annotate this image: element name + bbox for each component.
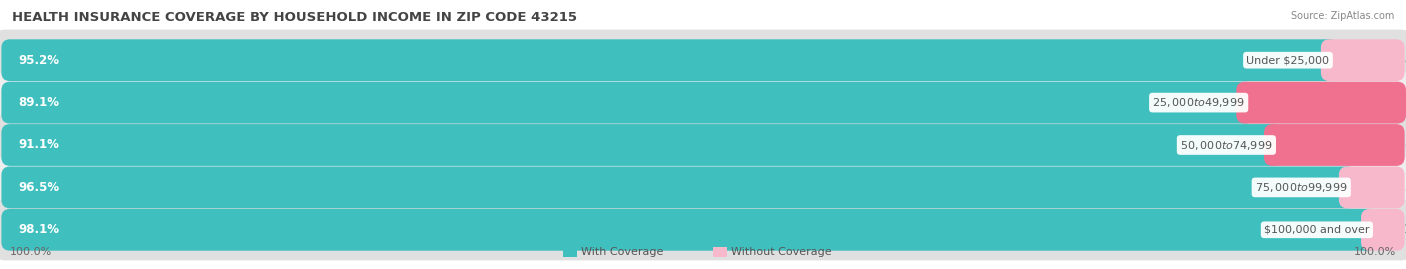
Text: 100.0%: 100.0%	[10, 247, 52, 257]
FancyBboxPatch shape	[1, 82, 1254, 123]
Text: 98.1%: 98.1%	[18, 223, 59, 236]
Text: 1.9%: 1.9%	[1405, 223, 1406, 236]
Text: 3.5%: 3.5%	[1405, 181, 1406, 194]
FancyBboxPatch shape	[1, 167, 1357, 208]
Text: 91.1%: 91.1%	[18, 139, 59, 151]
FancyBboxPatch shape	[1264, 124, 1405, 166]
FancyBboxPatch shape	[0, 157, 1406, 218]
Text: With Coverage: With Coverage	[581, 247, 664, 257]
FancyBboxPatch shape	[1, 209, 1378, 251]
Text: 96.5%: 96.5%	[18, 181, 59, 194]
FancyBboxPatch shape	[713, 247, 727, 257]
Text: 4.8%: 4.8%	[1405, 54, 1406, 67]
Text: Source: ZipAtlas.com: Source: ZipAtlas.com	[1291, 11, 1393, 21]
Text: 8.9%: 8.9%	[1405, 139, 1406, 151]
FancyBboxPatch shape	[0, 72, 1406, 133]
Text: 100.0%: 100.0%	[1354, 247, 1396, 257]
FancyBboxPatch shape	[0, 199, 1406, 260]
Text: $25,000 to $49,999: $25,000 to $49,999	[1153, 96, 1244, 109]
FancyBboxPatch shape	[1320, 39, 1405, 81]
Text: Without Coverage: Without Coverage	[731, 247, 831, 257]
FancyBboxPatch shape	[562, 247, 576, 257]
Text: 89.1%: 89.1%	[18, 96, 59, 109]
FancyBboxPatch shape	[1361, 209, 1405, 251]
FancyBboxPatch shape	[0, 114, 1406, 176]
Text: HEALTH INSURANCE COVERAGE BY HOUSEHOLD INCOME IN ZIP CODE 43215: HEALTH INSURANCE COVERAGE BY HOUSEHOLD I…	[13, 11, 576, 24]
FancyBboxPatch shape	[1, 124, 1281, 166]
FancyBboxPatch shape	[0, 30, 1406, 91]
Text: 95.2%: 95.2%	[18, 54, 59, 67]
Text: $50,000 to $74,999: $50,000 to $74,999	[1180, 139, 1272, 151]
Text: $100,000 and over: $100,000 and over	[1264, 225, 1369, 235]
FancyBboxPatch shape	[1339, 167, 1405, 208]
FancyBboxPatch shape	[1, 39, 1339, 81]
Text: $75,000 to $99,999: $75,000 to $99,999	[1256, 181, 1347, 194]
FancyBboxPatch shape	[1236, 82, 1406, 123]
Text: Under $25,000: Under $25,000	[1247, 55, 1330, 65]
